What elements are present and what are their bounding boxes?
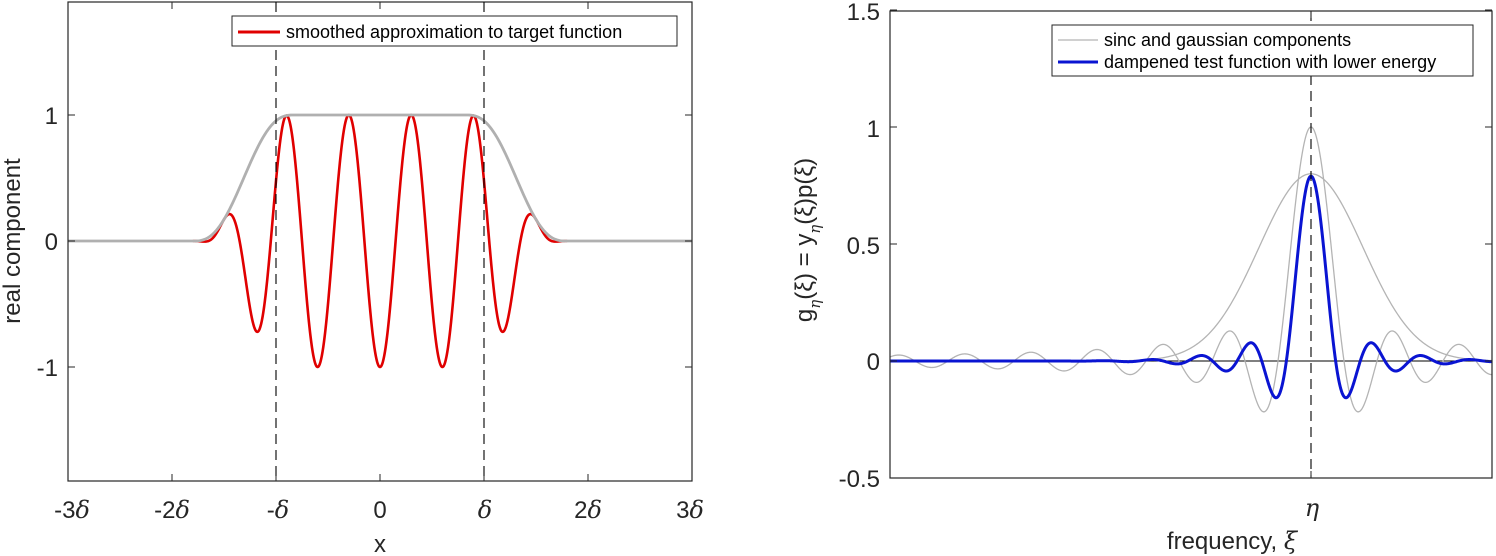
right-plot-area — [889, 126, 1493, 413]
y-tick-label: 1 — [867, 116, 880, 143]
x-tick-label: -2δ — [154, 496, 190, 524]
legend-label: dampened test function with lower energy — [1104, 52, 1436, 72]
left-legend: smoothed approximation to target functio… — [231, 15, 678, 47]
x-tick-label: -3δ — [54, 496, 90, 524]
gray-sinc-curve — [889, 126, 1493, 413]
y-axis-label: real component — [0, 158, 26, 324]
left-chart-svg: 1 0 -1 -3δ -2δ -δ 0 δ 2δ 3δ x real compo… — [0, 1, 704, 556]
left-plot-area — [67, 113, 693, 369]
right-ticks — [890, 9, 1492, 479]
x-tick-label: -δ — [267, 496, 289, 524]
y-tick-label: 0 — [45, 229, 58, 256]
gray-gaussian-curve — [889, 173, 1493, 362]
y-axis-label: gη(ξ) = yη(ξ)p(ξ) — [791, 158, 824, 322]
y-tick-label: -0.5 — [839, 466, 880, 493]
svg-text:gη(ξ) = yη(ξ)p(ξ): gη(ξ) = yη(ξ)p(ξ) — [791, 158, 824, 322]
gray-envelope-curve — [67, 113, 693, 243]
y-tick-label: 0 — [867, 349, 880, 376]
x-tick-label: δ — [478, 496, 492, 524]
x-tick-label-eta: η — [1305, 494, 1320, 522]
red-oscillation-curve — [191, 113, 569, 369]
x-tick-label: 2δ — [574, 496, 602, 524]
y-tick-label: 0.5 — [847, 233, 880, 260]
x-tick-label: 0 — [373, 497, 386, 524]
blue-dampened-curve — [889, 174, 1493, 400]
x-tick-label: 3δ — [676, 496, 704, 524]
left-chart: 1 0 -1 -3δ -2δ -δ 0 δ 2δ 3δ x real compo… — [0, 0, 740, 556]
y-tick-label: -1 — [37, 355, 58, 382]
right-axes-box — [889, 10, 1493, 479]
y-tick-label: 1.5 — [847, 0, 880, 26]
right-legend: sinc and gaussian components dampened te… — [1051, 24, 1474, 77]
legend-label: smoothed approximation to target functio… — [286, 22, 622, 42]
x-axis-label: x — [374, 531, 386, 556]
x-axis-label: frequency, ξ — [1167, 527, 1299, 555]
y-tick-label: 1 — [45, 103, 58, 130]
legend-label: sinc and gaussian components — [1104, 30, 1351, 50]
